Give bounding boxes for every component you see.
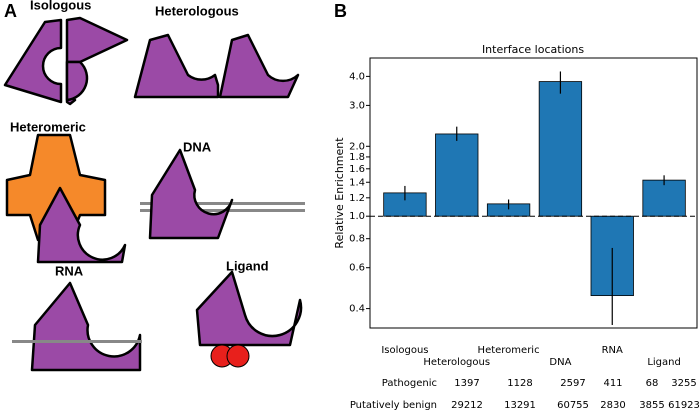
cell: 3855 <box>639 400 664 411</box>
x-tick-label: Ligand <box>647 357 681 368</box>
cell: 68 <box>646 378 659 389</box>
panel-label: A <box>4 1 17 21</box>
plot-frame <box>369 57 698 329</box>
diagram-label: Heteromeric <box>10 119 86 134</box>
panel-label: B <box>334 1 347 21</box>
cell: 3255 <box>671 378 696 389</box>
y-tick-label: 1.4 <box>349 177 365 188</box>
y-tick-label: 1.6 <box>349 164 365 175</box>
cell: 61923 <box>668 400 700 411</box>
bar <box>538 81 583 217</box>
bar <box>642 179 686 217</box>
x-tick-label: Heterologous <box>423 357 490 368</box>
rna-strand <box>12 340 142 343</box>
y-tick-label: 0.6 <box>349 263 365 274</box>
cell: 13291 <box>504 400 536 411</box>
bar <box>435 133 479 217</box>
diagram-label: Heterologous <box>155 3 239 18</box>
y-tick-label: 2.0 <box>349 141 365 152</box>
y-tick-label: 1.2 <box>349 193 365 204</box>
y-tick-label: 3.0 <box>349 100 365 111</box>
x-tick-label: Heteromeric <box>478 345 540 356</box>
row-label: Pathogenic <box>382 378 437 389</box>
x-tick-label: RNA <box>602 345 623 356</box>
cell: 2830 <box>600 400 625 411</box>
y-tick-label: 0.4 <box>349 304 365 315</box>
diagram-label: Isologous <box>30 0 91 12</box>
cell: 60755 <box>557 400 589 411</box>
x-tick-label: DNA <box>549 357 571 368</box>
y-axis-label: Relative Enrichment <box>333 137 346 249</box>
ligand <box>226 344 250 368</box>
cell: 411 <box>603 378 622 389</box>
cell: 2597 <box>560 378 585 389</box>
row-label: Putatively benign <box>350 400 437 411</box>
diagrams <box>3 16 305 372</box>
chart-title: Interface locations <box>482 43 584 56</box>
dna-strand <box>140 202 305 205</box>
y-tick-label: 0.8 <box>349 234 365 245</box>
cell: 1128 <box>507 378 532 389</box>
y-tick-label: 1.0 <box>349 211 365 222</box>
cell: 1397 <box>454 378 479 389</box>
x-tick-label: Isologous <box>381 345 428 356</box>
cell: 29212 <box>451 400 483 411</box>
y-tick-label: 4.0 <box>349 71 365 82</box>
diagram-label: DNA <box>183 139 212 154</box>
y-tick-label: 1.8 <box>349 152 365 163</box>
diagram-label: RNA <box>55 263 84 278</box>
diagram-label: Ligand <box>226 258 269 273</box>
